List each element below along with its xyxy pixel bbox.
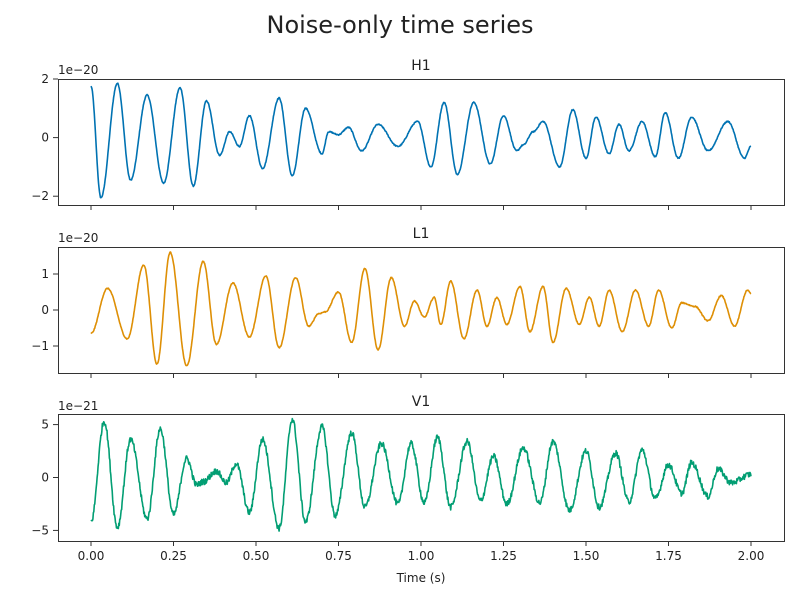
y-tick-label-l1-1: 0 (41, 303, 49, 317)
y-tick-label-v1-0: −5 (31, 523, 49, 537)
x-axis-label: Time (s) (396, 571, 446, 585)
y-tick-label-h1-0: −2 (31, 189, 49, 203)
x-tick-label-5: 1.25 (490, 549, 517, 563)
y-tick-label-v1-1: 0 (41, 471, 49, 485)
y-tick-label-l1-0: −1 (31, 339, 49, 353)
offset-label-v1: 1e−21 (58, 399, 98, 413)
series-line-l1 (90, 251, 752, 367)
x-tick-label-8: 2.00 (738, 549, 765, 563)
series-line-h1 (90, 82, 752, 199)
subplot-h1: H1 1e−20 −2 0 2 (31, 58, 785, 210)
y-tick-label-h1-1: 0 (41, 131, 49, 145)
subplot-title-v1: V1 (412, 394, 430, 410)
axes-frame-v1 (58, 414, 785, 542)
subplot-l1: L1 1e−20 −1 0 1 (31, 226, 785, 378)
y-tick-label-h1-2: 2 (41, 72, 49, 86)
x-tick-label-6: 1.50 (573, 549, 600, 563)
subplot-title-h1: H1 (411, 58, 430, 74)
x-axis: 0.00 0.25 0.50 0.75 1.00 1.25 1.50 1.75 2.00 (78, 549, 765, 563)
offset-label-h1: 1e−20 (58, 63, 98, 77)
axes-frame-l1 (58, 247, 785, 374)
y-tick-label-v1-2: 5 (41, 418, 49, 432)
series-line-v1 (90, 417, 752, 532)
x-tick-label-3: 0.75 (325, 549, 352, 563)
axes-frame-h1 (58, 79, 785, 206)
subplot-title-l1: L1 (413, 226, 430, 242)
x-tick-label-4: 1.00 (408, 549, 435, 563)
figure-title: Noise-only time series (267, 11, 534, 39)
x-tick-label-1: 0.25 (160, 549, 187, 563)
offset-label-l1: 1e−20 (58, 231, 98, 245)
subplot-v1: V1 1e−21 −5 0 5 (31, 394, 785, 546)
x-tick-label-0: 0.00 (78, 549, 105, 563)
x-tick-label-7: 1.75 (655, 549, 682, 563)
x-tick-label-2: 0.50 (243, 549, 270, 563)
y-tick-label-l1-2: 1 (41, 267, 49, 281)
